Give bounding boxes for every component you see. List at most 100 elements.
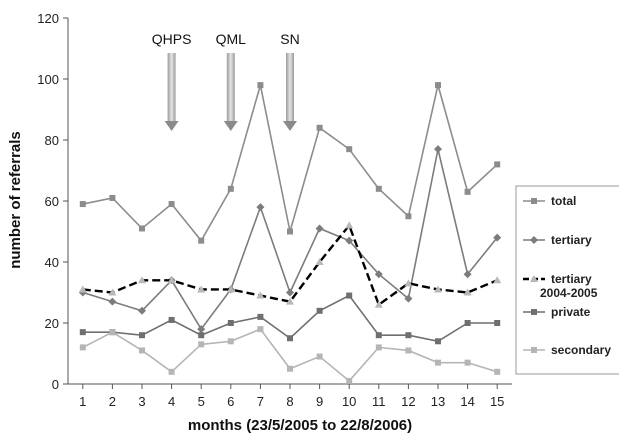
data-point <box>531 347 537 353</box>
y-tick-label: 100 <box>37 72 59 87</box>
annotation-label: SN <box>280 31 299 47</box>
legend-item: private <box>523 305 591 319</box>
y-tick-label: 60 <box>45 194 59 209</box>
data-point <box>168 201 175 208</box>
data-point <box>463 288 472 296</box>
data-point <box>493 233 502 242</box>
legend-label: total <box>551 194 576 208</box>
data-point <box>197 285 206 293</box>
data-point <box>404 279 413 287</box>
series-tertiary <box>78 145 502 334</box>
legend: totaltertiarytertiary2004-2005privatesec… <box>515 185 619 375</box>
data-point <box>227 320 234 326</box>
data-point <box>168 316 175 323</box>
data-point <box>78 285 87 293</box>
y-tick-label: 40 <box>45 255 59 270</box>
data-point <box>375 332 382 339</box>
data-point <box>531 198 537 204</box>
x-tick-label: 3 <box>138 394 145 409</box>
x-tick-label: 7 <box>257 394 264 409</box>
annotation-arrow-head <box>223 121 238 131</box>
data-point <box>346 292 353 299</box>
legend-label: secondary <box>551 343 611 357</box>
data-point <box>257 313 264 320</box>
data-point <box>316 307 323 314</box>
data-point <box>346 146 353 153</box>
annotation-arrow-head <box>283 121 297 131</box>
series-secondary <box>79 326 501 384</box>
data-point <box>463 270 472 279</box>
x-tick-label: 13 <box>431 394 445 409</box>
annotation-arrow-head <box>164 121 179 131</box>
data-point <box>435 338 441 345</box>
data-point <box>198 332 205 339</box>
data-point <box>139 332 145 339</box>
data-point <box>405 347 412 354</box>
y-tick-label: 0 <box>52 377 59 392</box>
data-point <box>375 185 382 192</box>
y-tick-label: 80 <box>45 133 59 148</box>
series-tertiary-2004-2005 <box>78 221 502 308</box>
x-tick-label: 14 <box>460 394 474 409</box>
x-tick-label: 9 <box>316 394 323 409</box>
data-point <box>530 236 538 244</box>
data-point <box>256 203 265 212</box>
data-point <box>287 335 293 342</box>
x-tick-label: 15 <box>490 394 504 409</box>
data-point <box>108 297 117 306</box>
data-point <box>464 320 471 326</box>
data-point <box>286 288 294 297</box>
data-point <box>79 344 86 351</box>
data-point <box>374 300 383 308</box>
data-point <box>531 309 537 315</box>
data-point <box>138 306 146 315</box>
data-point <box>139 225 145 232</box>
x-tick-label: 4 <box>168 394 175 409</box>
data-point <box>227 185 234 192</box>
data-point <box>434 145 442 154</box>
x-tick-label: 11 <box>372 394 386 409</box>
x-tick-label: 2 <box>109 394 116 409</box>
data-point <box>168 368 175 375</box>
data-point <box>109 329 116 336</box>
y-tick-label: 120 <box>37 11 59 26</box>
data-point <box>464 188 471 195</box>
data-point <box>257 82 264 89</box>
event-annotations: QHPS QML SN <box>152 31 300 131</box>
y-tick-label: 20 <box>45 316 59 331</box>
legend-label-line2: 2004-2005 <box>540 286 598 300</box>
data-point <box>139 347 145 354</box>
data-point <box>404 294 413 303</box>
data-point <box>315 258 324 265</box>
x-tick-label: 6 <box>227 394 234 409</box>
data-point <box>316 353 323 360</box>
annotation-label: QML <box>216 31 247 47</box>
data-point <box>494 161 501 168</box>
legend-item: total <box>523 194 576 208</box>
data-point <box>374 270 383 279</box>
y-axis-title: number of referrals <box>7 131 24 269</box>
data-point <box>226 285 235 293</box>
data-point <box>345 236 354 245</box>
data-point <box>434 285 442 293</box>
x-tick-label: 12 <box>401 394 415 409</box>
annotation-arrow-shaft <box>226 53 235 121</box>
data-point <box>315 224 324 233</box>
x-tick-label: 5 <box>198 394 205 409</box>
data-point <box>227 338 234 345</box>
data-point <box>494 368 501 375</box>
data-point <box>198 237 205 244</box>
data-point <box>530 275 538 282</box>
annotation-arrow-shaft <box>167 53 176 121</box>
annotation-label: QHPS <box>152 31 192 47</box>
data-point <box>287 365 293 372</box>
data-point <box>257 326 264 333</box>
data-point <box>109 194 116 201</box>
data-point <box>375 344 382 351</box>
data-point <box>287 228 293 235</box>
series-total <box>79 82 501 244</box>
data-point <box>316 124 323 131</box>
